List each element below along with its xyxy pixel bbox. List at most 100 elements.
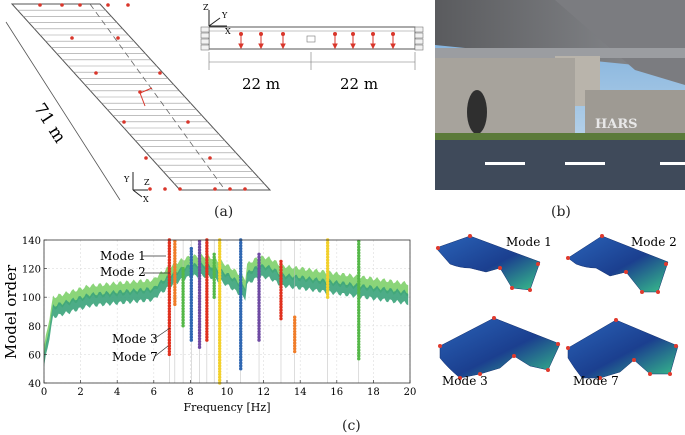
sensor-arrow (139, 87, 153, 94)
pole-point (189, 261, 194, 265)
pole-point (205, 289, 209, 294)
pole-point (325, 258, 330, 262)
pole-point (217, 289, 222, 294)
pole-point (189, 269, 194, 274)
pole-point (205, 255, 209, 259)
pole-point (212, 252, 216, 256)
x-tick-label: 14 (294, 387, 307, 398)
sensor-point (371, 32, 375, 36)
pole-point (167, 309, 172, 314)
chart-label-mode-7: Mode 7 (112, 350, 158, 364)
pole-point (167, 352, 172, 357)
pole-point (181, 304, 185, 308)
pole-point (239, 272, 243, 277)
pole-point (167, 306, 172, 311)
pole-point (279, 316, 283, 321)
sensor-point (228, 187, 232, 191)
pole-point (205, 321, 209, 325)
pole-point (197, 299, 202, 304)
pole-point (205, 244, 209, 248)
pole-point (217, 367, 222, 371)
axis-z-label: Z (144, 178, 150, 187)
pole-point (197, 274, 202, 278)
stabilization-chart: 0 2 4 6 8 10 12 14 16 18 20 40 60 80 100 120 140 Frequen… (2, 236, 416, 413)
mode-shape-3-label: Mode 3 (442, 374, 488, 388)
pole-point (189, 272, 194, 277)
pole-point (257, 324, 261, 328)
pole-point (189, 281, 194, 285)
y-tick-label: 40 (28, 379, 41, 390)
pole-point (173, 299, 177, 304)
chart-label-mode-3: Mode 3 (112, 332, 158, 346)
sensor-arrow (139, 92, 146, 107)
pole-point (167, 344, 172, 348)
pole-point (217, 338, 222, 342)
pole-point (205, 315, 209, 319)
pole-point (357, 302, 361, 307)
pole-point (217, 344, 222, 348)
pole-point (279, 268, 283, 272)
pole-point (212, 278, 216, 282)
pole-point (212, 275, 216, 279)
pole-point (167, 289, 172, 294)
pole-point (325, 241, 330, 245)
pole-point (325, 264, 330, 268)
pole-point (189, 318, 194, 322)
pole-point (173, 239, 177, 244)
pole-point (257, 318, 261, 322)
pole-point (205, 241, 209, 245)
pole-point (205, 338, 209, 342)
pole-point (212, 292, 216, 297)
pole-point (293, 335, 297, 339)
pole-point (197, 279, 202, 284)
sensor-point (239, 32, 243, 36)
pole-point (217, 341, 222, 345)
pole-point (167, 324, 172, 328)
pole-point (173, 291, 177, 295)
pole-point (217, 266, 222, 271)
pole-point (205, 295, 209, 299)
pole-point (239, 361, 243, 365)
pole-point (217, 298, 222, 302)
pole-point (217, 284, 222, 288)
pole-point (189, 249, 194, 254)
axis-x (132, 189, 143, 198)
pole-point (239, 304, 243, 308)
pole-point (167, 332, 172, 337)
pole-point (181, 272, 185, 277)
pole-point (325, 249, 330, 254)
pole-point (197, 302, 202, 307)
pole-point (325, 275, 330, 279)
pole-point (239, 292, 243, 297)
pole-point (205, 318, 209, 322)
pole-point (239, 338, 243, 342)
pole-point (357, 256, 361, 261)
pole-point (189, 326, 194, 331)
pole-point (239, 244, 243, 248)
pole-point (197, 248, 202, 252)
pole-point (167, 304, 172, 308)
pole-point (189, 255, 194, 259)
mode-shape-2: Mode 2 (566, 234, 677, 294)
pole-point (205, 286, 209, 291)
pole-point (167, 261, 172, 265)
pole-point (217, 375, 222, 379)
pole-point (217, 275, 222, 279)
pole-columns (167, 238, 361, 385)
pole-point (189, 295, 194, 299)
pole-point (257, 278, 261, 282)
pole-point (167, 252, 172, 256)
pole-point (217, 355, 222, 359)
pole-point (205, 269, 209, 274)
pole-point (357, 239, 361, 244)
sensor-point (351, 32, 355, 36)
pole-point (189, 286, 194, 291)
sensor-point (70, 36, 74, 40)
pole-point (173, 265, 177, 269)
pole-point (189, 292, 194, 297)
sensor-point (148, 187, 152, 191)
pole-point (173, 248, 177, 252)
pole-point (173, 285, 177, 289)
pole-point (257, 289, 261, 294)
x-tick-label: 18 (367, 387, 380, 398)
